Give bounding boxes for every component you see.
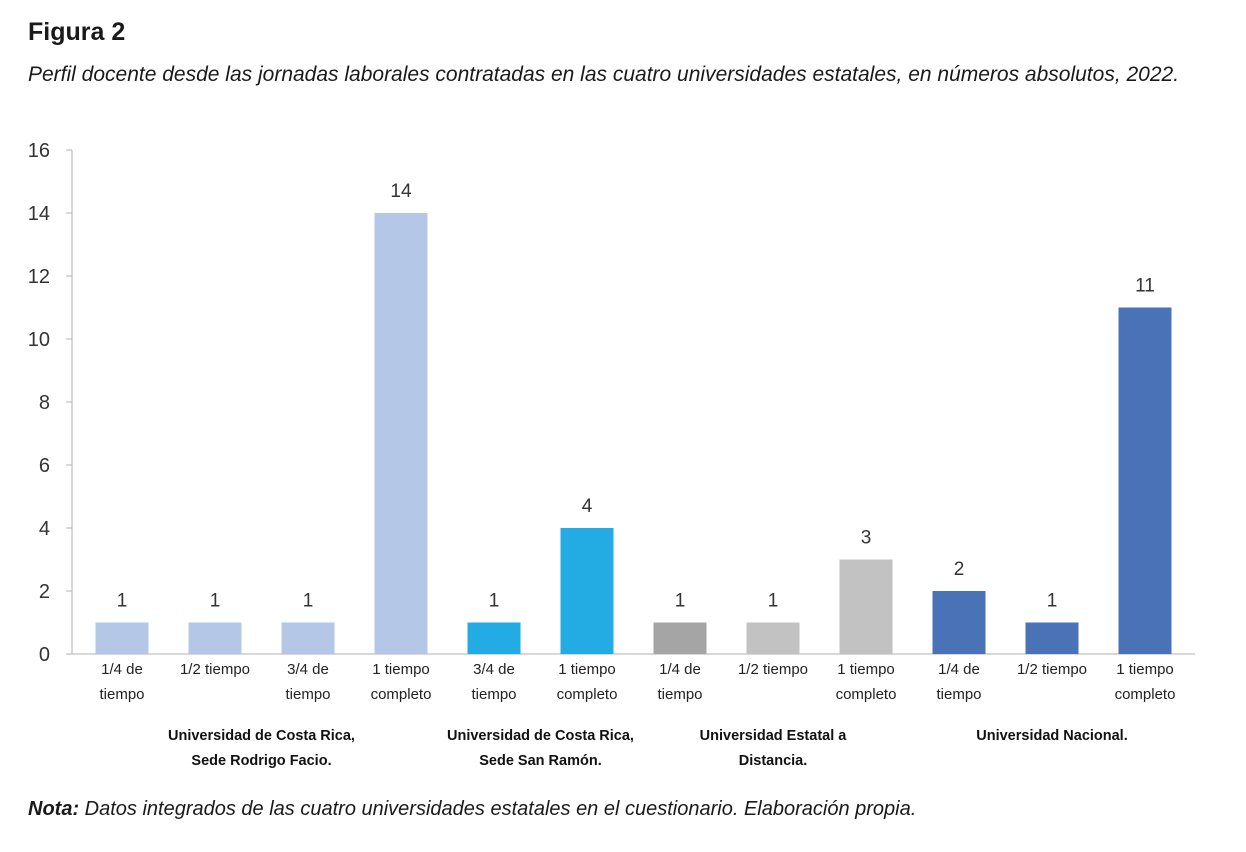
category-label: 3/4 de xyxy=(287,661,329,678)
category-label: 1 tiempo xyxy=(558,661,616,678)
note-prefix: Nota: xyxy=(28,798,80,820)
group-label: Sede San Ramón. xyxy=(479,753,601,769)
bar xyxy=(839,559,893,654)
data-label: 1 xyxy=(768,591,779,612)
category-label: 3/4 de xyxy=(473,661,515,678)
bar xyxy=(188,622,242,654)
group-label: Universidad Nacional. xyxy=(976,728,1128,744)
bar xyxy=(374,213,428,654)
category-label: completo xyxy=(1115,686,1176,703)
data-label: 1 xyxy=(489,591,500,612)
group-label: Distancia. xyxy=(739,753,808,769)
group-label: Universidad Estatal a xyxy=(700,728,848,744)
category-label: 1/2 tiempo xyxy=(180,661,250,678)
category-label: 1 tiempo xyxy=(837,661,895,678)
y-tick-label: 16 xyxy=(28,140,50,162)
category-label: tiempo xyxy=(99,686,144,703)
category-label: 1/4 de xyxy=(938,661,980,678)
category-label: 1/2 tiempo xyxy=(738,661,808,678)
category-label: tiempo xyxy=(285,686,330,703)
category-label: tiempo xyxy=(471,686,516,703)
data-label: 1 xyxy=(675,591,686,612)
y-tick-label: 0 xyxy=(39,644,50,666)
group-label: Universidad de Costa Rica, xyxy=(447,728,634,744)
category-label: 1 tiempo xyxy=(372,661,430,678)
group-label: Sede Rodrigo Facio. xyxy=(191,753,331,769)
category-label: 1/2 tiempo xyxy=(1017,661,1087,678)
data-label: 2 xyxy=(954,559,965,580)
bar xyxy=(467,622,521,654)
y-tick-label: 14 xyxy=(28,203,50,225)
bar xyxy=(281,622,335,654)
bar xyxy=(1118,307,1172,654)
data-label: 1 xyxy=(303,591,314,612)
category-label: completo xyxy=(371,686,432,703)
figure-note: Nota: Datos integrados de las cuatro uni… xyxy=(28,798,916,821)
figure-caption: Perfil docente desde las jornadas labora… xyxy=(28,63,1180,86)
group-label: Universidad de Costa Rica, xyxy=(168,728,355,744)
category-label: tiempo xyxy=(657,686,702,703)
data-label: 3 xyxy=(861,528,872,549)
data-label: 14 xyxy=(390,181,412,202)
figure-label: Figura 2 xyxy=(28,18,126,46)
category-label: 1/4 de xyxy=(101,661,143,678)
data-label: 1 xyxy=(1047,591,1058,612)
data-label: 4 xyxy=(582,496,593,517)
y-tick-label: 10 xyxy=(28,329,50,351)
category-label: 1 tiempo xyxy=(1116,661,1174,678)
y-tick-label: 8 xyxy=(39,392,50,414)
y-tick-label: 2 xyxy=(39,581,50,603)
bar xyxy=(653,622,707,654)
y-tick-label: 4 xyxy=(39,518,50,540)
bar xyxy=(932,591,986,654)
y-tick-label: 6 xyxy=(39,455,50,477)
bar xyxy=(1025,622,1079,654)
y-tick-label: 12 xyxy=(28,266,50,288)
bar xyxy=(746,622,800,654)
data-label: 1 xyxy=(210,591,221,612)
bar xyxy=(560,528,614,654)
note-text: Datos integrados de las cuatro universid… xyxy=(79,798,917,820)
data-label: 11 xyxy=(1135,276,1155,297)
category-label: 1/4 de xyxy=(659,661,701,678)
category-label: completo xyxy=(836,686,897,703)
bar xyxy=(95,622,149,654)
category-label: completo xyxy=(557,686,618,703)
category-label: tiempo xyxy=(936,686,981,703)
data-label: 1 xyxy=(117,591,128,612)
